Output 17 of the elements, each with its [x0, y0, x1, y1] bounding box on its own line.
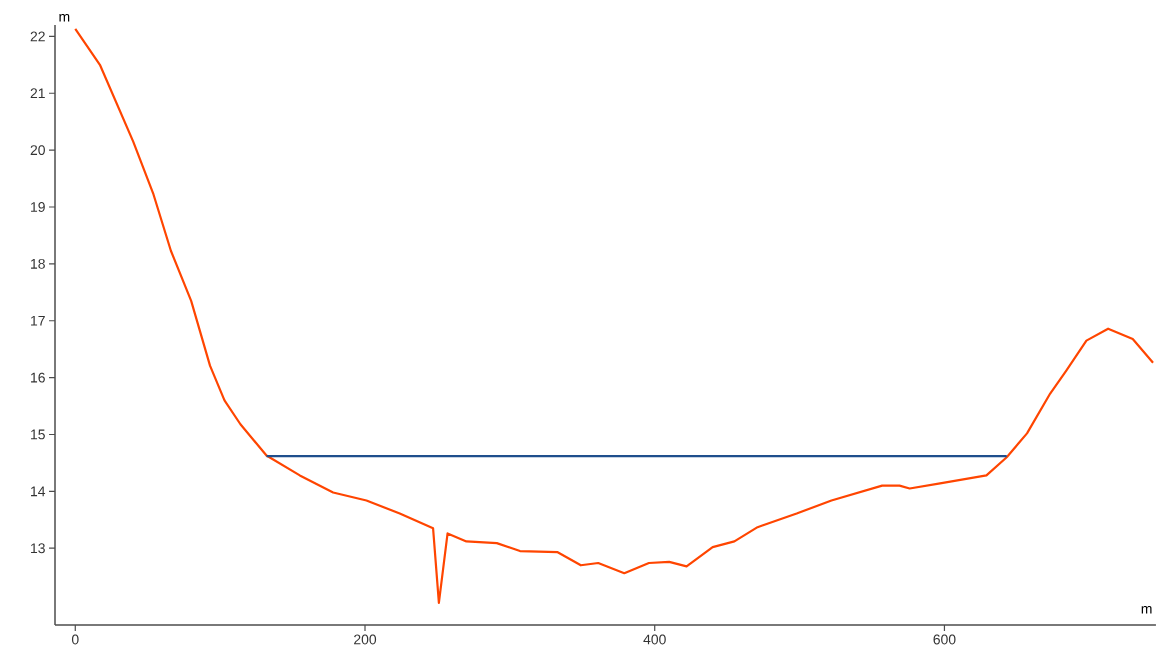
y-tick-label: 16: [31, 372, 45, 383]
y-tick-label: 15: [31, 429, 45, 440]
x-tick-label: 0: [71, 634, 79, 645]
x-axis-title: m: [1141, 605, 1152, 614]
y-tick-label: 17: [31, 315, 45, 326]
y-tick-label: 14: [31, 486, 46, 497]
line-series: [74, 27, 1155, 604]
y-axis-title: m: [59, 13, 70, 22]
y-tick-label: 20: [30, 145, 45, 156]
y-tick-label: 13: [31, 543, 45, 554]
x-tick-label: 400: [643, 634, 666, 645]
y-tick-label: 19: [31, 202, 45, 212]
x-tick-label: 200: [354, 634, 377, 645]
y-tick-label: 18: [31, 258, 45, 269]
y-tick-label: 21: [30, 88, 45, 99]
y-tick-label: 22: [30, 31, 45, 42]
x-tick-label: 600: [933, 634, 956, 645]
